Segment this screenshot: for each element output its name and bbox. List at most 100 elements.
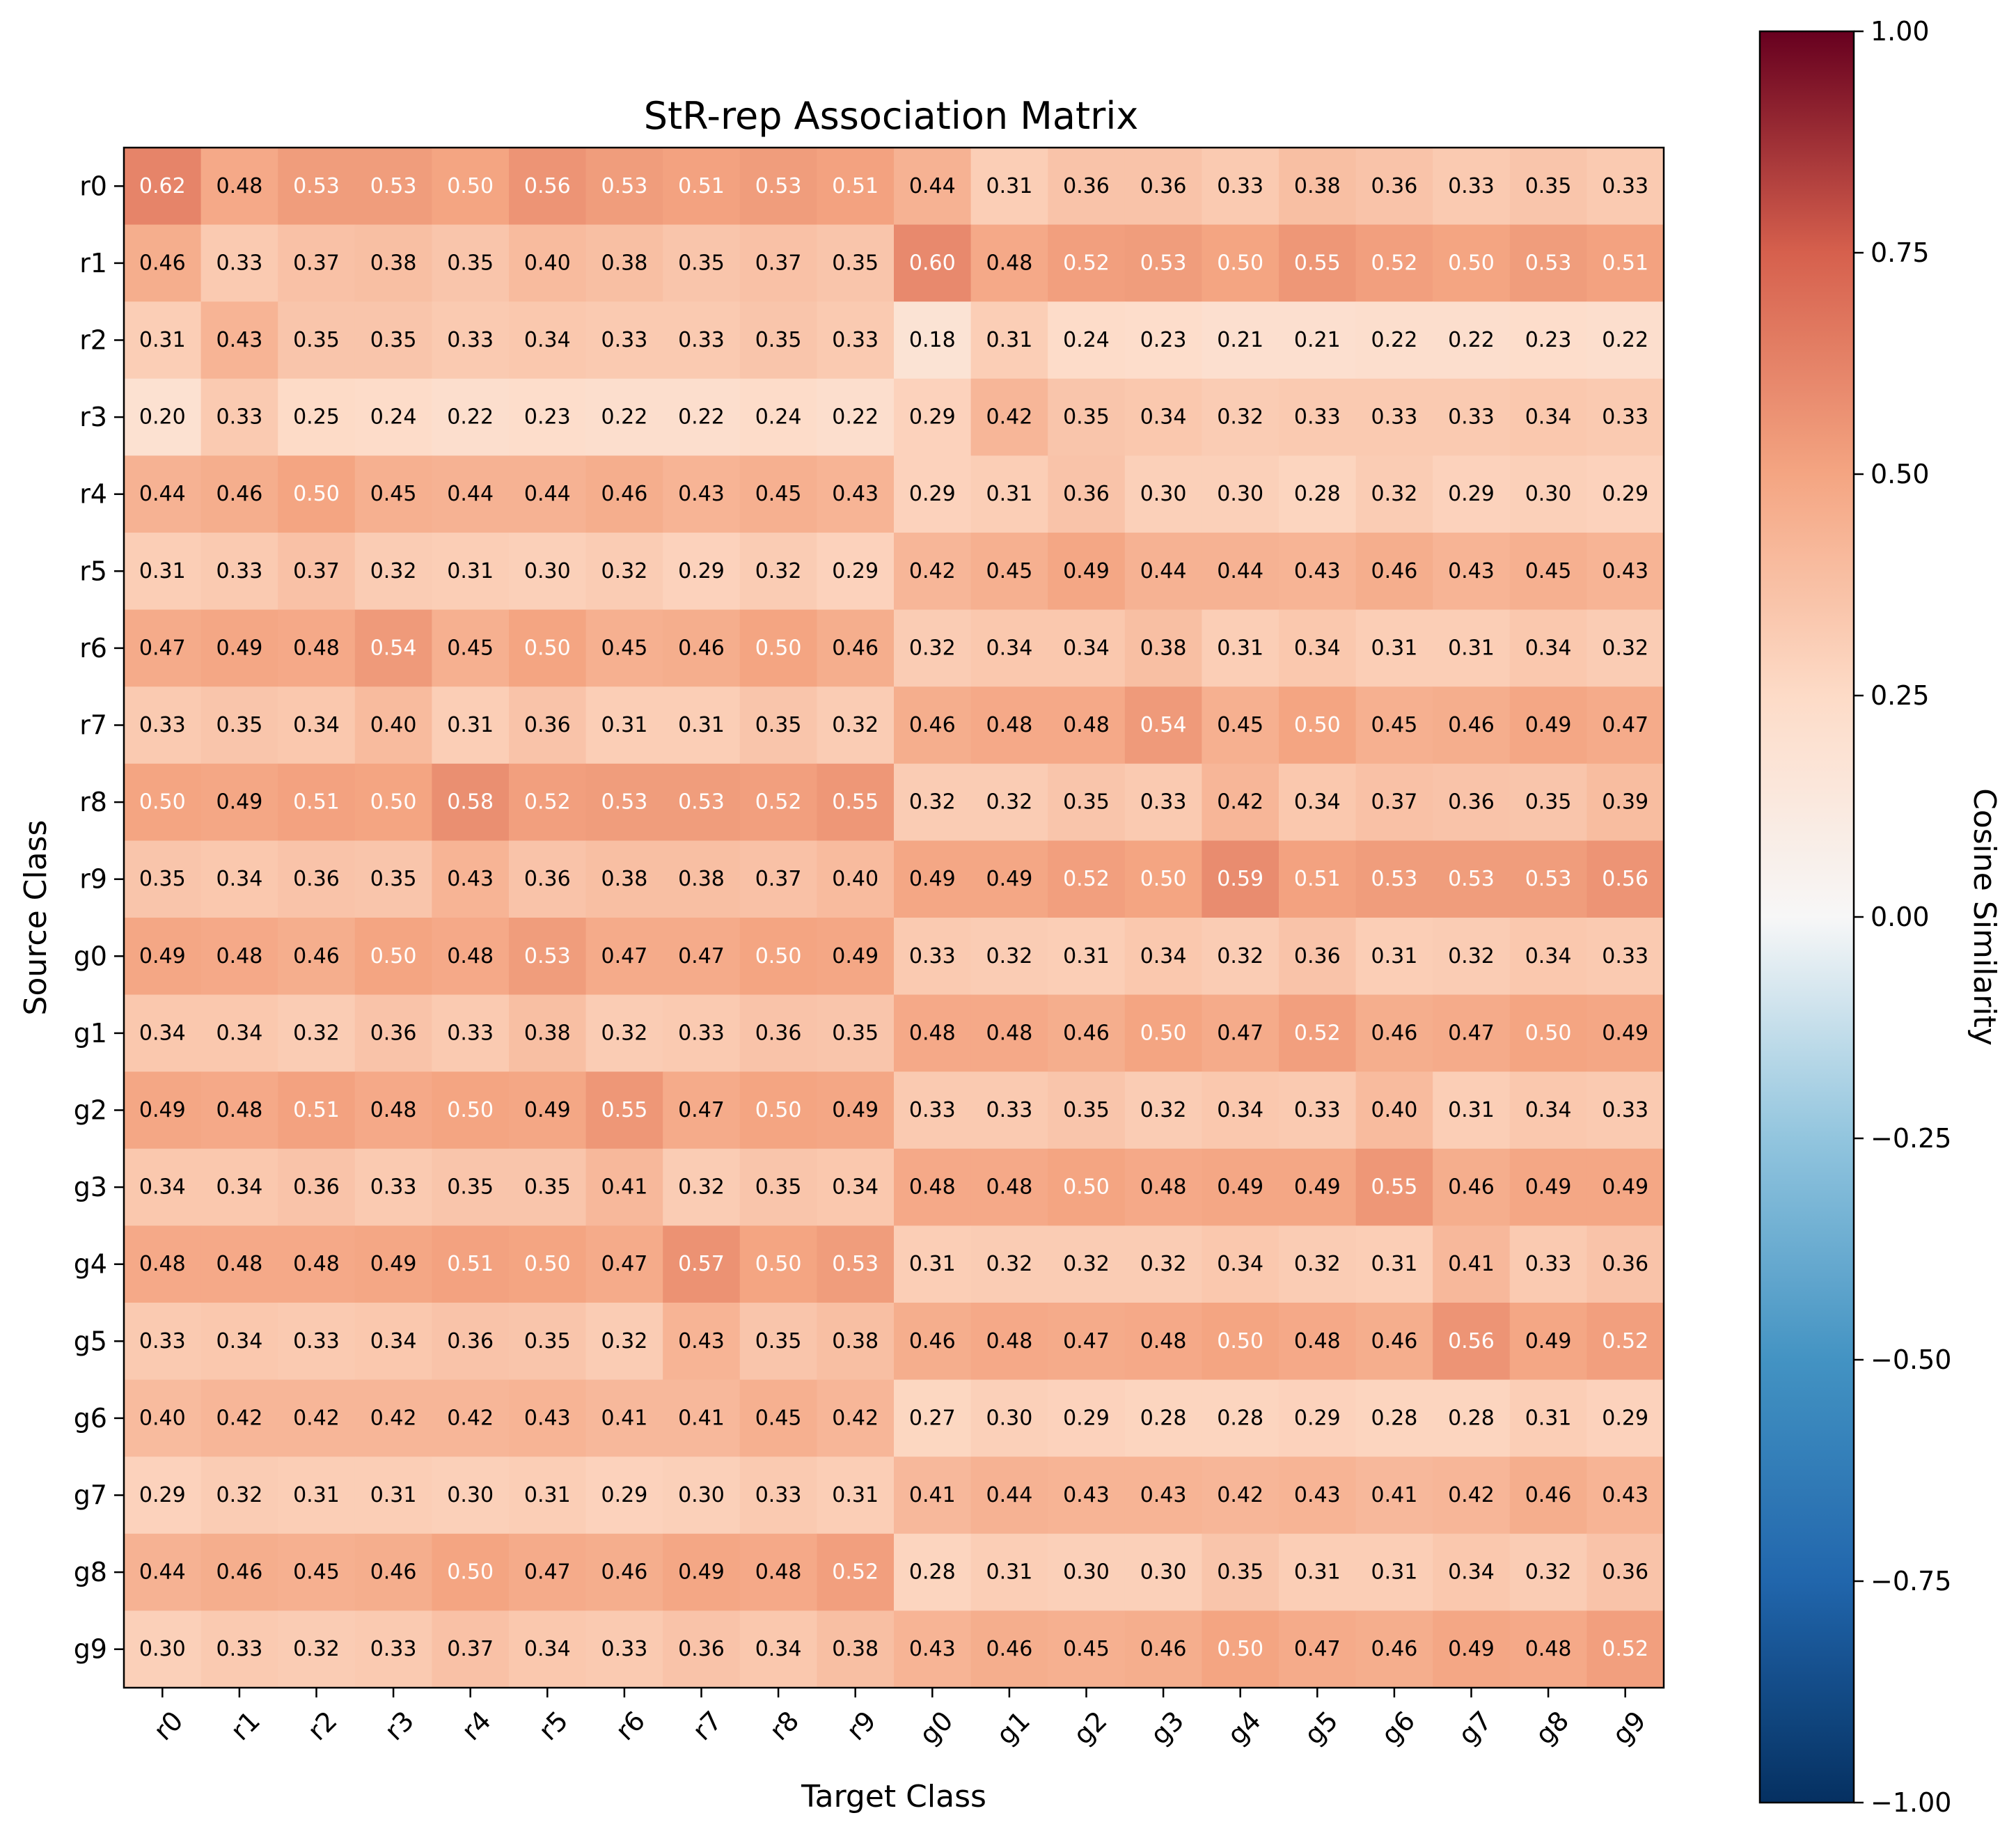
cell-value-label: 0.46 xyxy=(1371,559,1418,583)
heatmap-cell xyxy=(278,609,356,687)
cell-value-label: 0.29 xyxy=(909,482,956,506)
cell-value-label: 0.52 xyxy=(1371,251,1418,275)
cell-value-label: 0.24 xyxy=(370,405,417,430)
heatmap-cell xyxy=(200,1533,278,1611)
cell-value-label: 0.52 xyxy=(1294,1021,1341,1045)
cell-value-label: 0.50 xyxy=(1448,251,1495,275)
heatmap-cell xyxy=(739,378,817,456)
cell-value-label: 0.34 xyxy=(1525,1098,1572,1122)
heatmap-cell xyxy=(509,1533,587,1611)
heatmap-cell xyxy=(970,1610,1048,1688)
cell-value-label: 0.50 xyxy=(370,790,417,815)
heatmap-cell xyxy=(1355,1379,1433,1457)
heatmap-cell xyxy=(970,994,1048,1072)
x-tick-label: r1 xyxy=(225,1705,266,1746)
heatmap-cell xyxy=(894,1225,972,1303)
heatmap-cell xyxy=(509,1457,587,1535)
heatmap-cell xyxy=(663,609,741,687)
cell-value-label: 0.34 xyxy=(139,1021,186,1045)
heatmap-cell xyxy=(1355,763,1433,841)
heatmap-cell xyxy=(124,1303,202,1381)
cell-value-label: 0.27 xyxy=(909,1406,956,1430)
cell-value-label: 0.36 xyxy=(293,867,340,891)
heatmap-cell xyxy=(1279,1379,1357,1457)
heatmap-cell xyxy=(509,224,587,302)
cell-value-label: 0.33 xyxy=(678,1021,725,1045)
cell-value-label: 0.43 xyxy=(909,1637,956,1661)
cell-value-label: 0.42 xyxy=(986,405,1033,430)
cell-value-label: 0.33 xyxy=(1217,174,1263,198)
heatmap-cell xyxy=(1202,1457,1279,1535)
cell-value-label: 0.49 xyxy=(1294,1175,1341,1200)
cell-value-label: 0.31 xyxy=(1371,636,1418,660)
cell-value-label: 0.31 xyxy=(1371,944,1418,968)
heatmap-cell xyxy=(432,1072,510,1150)
heatmap-cell xyxy=(278,455,356,533)
heatmap-cell xyxy=(1202,533,1279,611)
heatmap-cell xyxy=(1433,455,1511,533)
heatmap-cell xyxy=(663,994,741,1072)
cell-value-label: 0.51 xyxy=(293,1098,340,1122)
heatmap-cell xyxy=(817,533,895,611)
cell-value-label: 0.29 xyxy=(139,1483,186,1507)
cell-value-label: 0.31 xyxy=(1371,1560,1418,1585)
cell-value-label: 0.50 xyxy=(755,944,802,968)
heatmap-cell xyxy=(354,1148,432,1226)
y-tick-label: r1 xyxy=(79,248,107,278)
x-tick-label: r8 xyxy=(764,1705,805,1746)
cell-value-label: 0.34 xyxy=(524,328,571,352)
heatmap-cell xyxy=(1509,1379,1587,1457)
cell-value-label: 0.32 xyxy=(1217,405,1263,430)
cell-value-label: 0.42 xyxy=(293,1406,340,1430)
cell-value-label: 0.53 xyxy=(755,174,802,198)
cell-value-label: 0.33 xyxy=(986,1098,1033,1122)
cell-value-label: 0.46 xyxy=(370,1560,417,1585)
cell-value-label: 0.34 xyxy=(1448,1560,1495,1585)
cell-value-label: 0.22 xyxy=(601,405,648,430)
cell-value-label: 0.35 xyxy=(447,1175,494,1200)
heatmap-cell xyxy=(739,1072,817,1150)
cell-value-label: 0.46 xyxy=(832,636,879,660)
cell-value-label: 0.46 xyxy=(986,1637,1033,1661)
cell-value-label: 0.22 xyxy=(447,405,494,430)
cell-value-label: 0.18 xyxy=(909,328,956,352)
cell-value-label: 0.51 xyxy=(1602,251,1648,275)
heatmap-cell xyxy=(1586,1610,1664,1688)
heatmap-cell xyxy=(585,378,663,456)
heatmap-cell xyxy=(278,1533,356,1611)
heatmap-cell xyxy=(1202,1303,1279,1381)
cell-value-label: 0.49 xyxy=(216,636,263,660)
heatmap-cell xyxy=(1355,918,1433,996)
cell-value-label: 0.33 xyxy=(370,1637,417,1661)
cell-value-label: 0.49 xyxy=(1525,1175,1572,1200)
y-tick-label: r5 xyxy=(79,556,107,586)
x-tick-label: r7 xyxy=(686,1705,727,1746)
cell-value-label: 0.62 xyxy=(139,174,186,198)
heatmap-cell xyxy=(1279,686,1357,764)
heatmap-cell xyxy=(1202,455,1279,533)
cell-value-label: 0.36 xyxy=(1063,174,1110,198)
cell-value-label: 0.42 xyxy=(1217,790,1263,815)
cell-value-label: 0.32 xyxy=(909,636,956,660)
y-tick-label: g3 xyxy=(74,1172,107,1202)
cell-value-label: 0.31 xyxy=(139,328,186,352)
cell-value-label: 0.46 xyxy=(216,482,263,506)
heatmap-cell xyxy=(1048,1072,1126,1150)
heatmap-cell xyxy=(432,224,510,302)
cell-value-label: 0.34 xyxy=(524,1637,571,1661)
heatmap-cell xyxy=(1433,763,1511,841)
cell-value-label: 0.50 xyxy=(447,1560,494,1585)
heatmap-cell xyxy=(1279,533,1357,611)
cell-value-label: 0.32 xyxy=(1294,1252,1341,1276)
cell-value-label: 0.48 xyxy=(1140,1329,1187,1354)
cell-value-label: 0.31 xyxy=(986,482,1033,506)
heatmap-cell xyxy=(663,1533,741,1611)
cell-value-label: 0.43 xyxy=(447,867,494,891)
cell-value-label: 0.39 xyxy=(1602,790,1648,815)
cell-value-label: 0.29 xyxy=(1602,1406,1648,1430)
cell-value-label: 0.49 xyxy=(370,1252,417,1276)
heatmap-cell xyxy=(124,148,202,226)
cell-value-label: 0.40 xyxy=(524,251,571,275)
heatmap-cell xyxy=(1202,1533,1279,1611)
cell-value-label: 0.43 xyxy=(1140,1483,1187,1507)
